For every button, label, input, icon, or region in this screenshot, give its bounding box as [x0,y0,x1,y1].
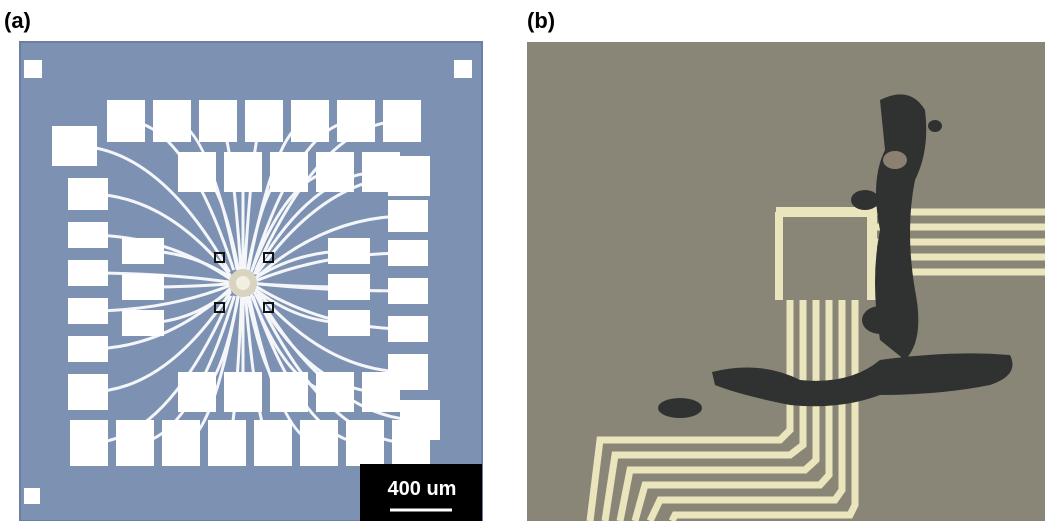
pad [107,100,145,142]
pad [388,200,428,232]
pad [208,420,246,466]
pad [270,372,308,412]
pad [162,420,200,466]
pad [224,372,262,412]
zoom-image [527,42,1045,521]
pad [68,178,108,210]
chip-image: 400 um [20,42,482,521]
pad [328,310,370,336]
pad [122,274,164,300]
pad [68,260,108,286]
pad [337,100,375,142]
figure: (a) (b) 400 um [0,0,1045,521]
pad [346,420,384,466]
pad [316,152,354,192]
pad [199,100,237,142]
pad [178,152,216,192]
pad [122,310,164,336]
pad [388,316,428,342]
pad [68,374,108,410]
pad [70,420,108,466]
pad [300,420,338,466]
pad [328,238,370,264]
panel-label: (b) [527,8,555,33]
pad [383,100,421,142]
pad [316,372,354,412]
pad [52,126,97,166]
pad [122,238,164,264]
pad [254,420,292,466]
pad [68,222,108,248]
pad [245,100,283,142]
pad [388,240,428,266]
pad [178,372,216,412]
pad [388,354,428,390]
pad [270,152,308,192]
pad [388,278,428,304]
pad [68,298,108,324]
panel-label: (a) [4,8,31,33]
pad [291,100,329,142]
pad [388,156,430,196]
pad [153,100,191,142]
pad [328,274,370,300]
pad [116,420,154,466]
scale-bar-label: 400 um [388,478,457,500]
pad [224,152,262,192]
pad [68,336,108,362]
pad [400,400,440,440]
